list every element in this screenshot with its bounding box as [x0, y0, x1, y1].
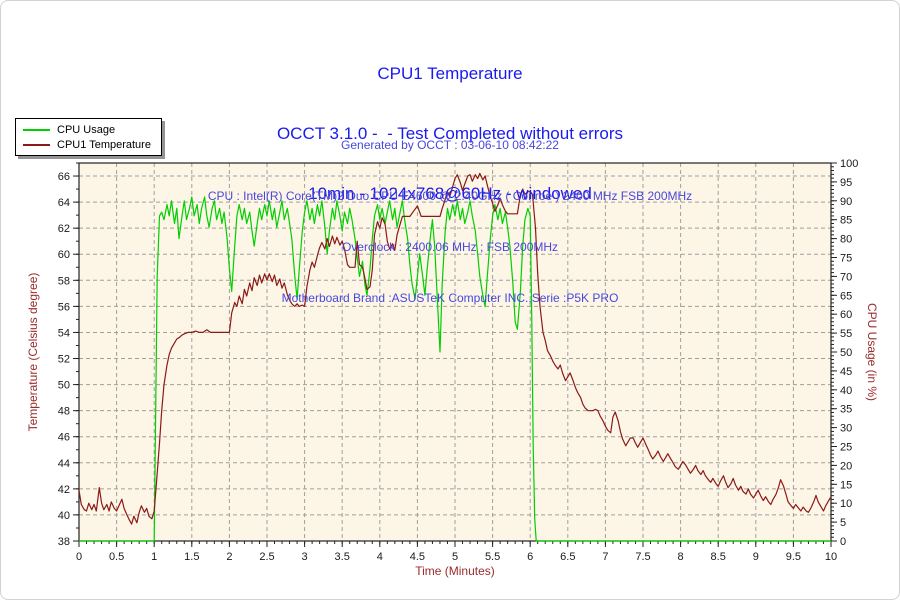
legend-swatch-cpu-usage-line [23, 128, 50, 131]
y-right-tick-label: 70 [840, 271, 852, 283]
x-tick-label: 3 [302, 551, 308, 563]
chart-title-status: OCCT 3.1.0 - - Test Completed without er… [276, 124, 624, 143]
y-right-tick-label: 55 [840, 328, 852, 340]
y-left-tick-label: 52 [58, 354, 70, 366]
x-tick-label: 8.5 [711, 551, 726, 563]
y-left-tick-label: 64 [58, 197, 70, 209]
y-left-tick-label: 50 [58, 380, 70, 392]
y-right-tick-label: 15 [840, 479, 852, 491]
legend-swatch-cpu1-temperature-line [23, 143, 50, 146]
x-tick-label: 7 [602, 551, 608, 563]
y-right-tick-label: 10 [840, 498, 852, 510]
x-tick-label: 3.5 [335, 551, 350, 563]
y-right-tick-label: 30 [840, 423, 852, 435]
x-tick-label: 9 [753, 551, 759, 563]
x-tick-label: 9.5 [786, 551, 801, 563]
x-tick-label: 2 [226, 551, 232, 563]
y-left-tick-label: 44 [58, 458, 70, 470]
chart-title-testmode: 10min - 1024x768@60Hz - windowed [308, 184, 592, 203]
y-left-tick-label: 46 [58, 432, 70, 444]
subtitle-generated-by: Generated by OCCT : 03-06-10 08:42:22 [341, 138, 559, 152]
y-right-tick-label: 50 [840, 347, 852, 359]
chart-legend: CPU Usage CPU1 Temperature [15, 118, 162, 156]
y-right-tick-label: 80 [840, 234, 852, 246]
x-tick-label: 0 [76, 551, 82, 563]
x-tick-label: 6 [527, 551, 533, 563]
y-right-tick-label: 75 [840, 253, 852, 265]
y-left-tick-label: 48 [58, 406, 70, 418]
series-cpu-usage [79, 196, 831, 542]
x-tick-label: 0.5 [109, 551, 124, 563]
y-left-tick-label: 60 [58, 249, 70, 261]
y-right-tick-label: 60 [840, 309, 852, 321]
x-tick-label: 1.5 [184, 551, 199, 563]
y-right-tick-label: 65 [840, 290, 852, 302]
y-right-tick-label: 95 [840, 177, 852, 189]
y-right-tick-label: 85 [840, 215, 852, 227]
x-axis-title: Time (Minutes) [415, 564, 495, 578]
x-tick-label: 7.5 [635, 551, 650, 563]
y-left-tick-label: 54 [58, 327, 70, 339]
y-left-tick-label: 38 [58, 536, 70, 548]
x-tick-label: 8 [678, 551, 684, 563]
y-right-tick-label: 0 [840, 536, 846, 548]
y-left-tick-label: 58 [58, 275, 70, 287]
y-left-tick-label: 66 [58, 171, 70, 183]
chart-subtitle-block: Generated by OCCT : 03-06-10 08:42:22 CP… [1, 102, 899, 342]
y-right-tick-label: 45 [840, 366, 852, 378]
x-tick-label: 4.5 [410, 551, 425, 563]
x-tick-label: 5.5 [485, 551, 500, 563]
series-cpu1-temperature [78, 172, 832, 525]
y-right-tick-label: 100 [840, 158, 858, 170]
legend-label-cpu-usage: CPU Usage [57, 123, 116, 136]
y-left-tick-label: 56 [58, 301, 70, 313]
legend-label-cpu1-temperature: CPU1 Temperature [57, 138, 151, 151]
y-right-tick-label: 90 [840, 196, 852, 208]
x-tick-label: 1 [151, 551, 157, 563]
x-tick-label: 5 [452, 551, 458, 563]
y-right-tick-label: 35 [840, 404, 852, 416]
x-tick-label: 4 [377, 551, 383, 563]
y-left-tick-label: 62 [58, 223, 70, 235]
subtitle-motherboard-info: Motherboard Brand :ASUSTeK Computer INC.… [281, 291, 619, 305]
x-tick-label: 2.5 [259, 551, 274, 563]
y-left-axis-title: Temperature (Celsius degree) [26, 273, 40, 432]
chart-title-block: CPU1 Temperature OCCT 3.1.0 - - Test Com… [1, 26, 899, 242]
y-right-tick-label: 20 [840, 460, 852, 472]
y-left-tick-label: 40 [58, 510, 70, 522]
y-left-tick-label: 42 [58, 484, 70, 496]
y-right-axis-title: CPU Usage (in %) [865, 303, 879, 401]
chart-title: CPU1 Temperature [377, 64, 523, 83]
legend-item-cpu1-temperature: CPU1 Temperature [23, 137, 151, 152]
x-tick-label: 6.5 [560, 551, 575, 563]
y-right-tick-label: 25 [840, 442, 852, 454]
subtitle-cpu-info: CPU : Intel(R) Core(TM)2 Duo CPU E4600 @… [207, 189, 693, 203]
y-right-tick-label: 40 [840, 385, 852, 397]
legend-item-cpu-usage: CPU Usage [23, 122, 151, 137]
x-tick-label: 10 [825, 551, 837, 563]
subtitle-overclock-info: Overclock : 2400.06 MHz ; FSB 200MHz [341, 240, 559, 254]
y-right-tick-label: 5 [840, 517, 846, 529]
